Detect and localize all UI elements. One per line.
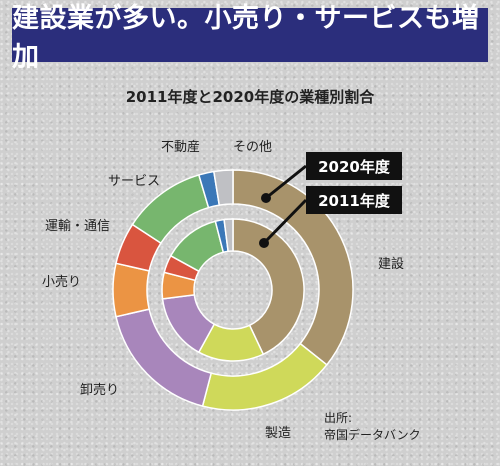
outer-ring (112, 169, 354, 411)
series-box-0 (306, 152, 402, 180)
series-box-1 (306, 186, 402, 214)
slice-0-7 (212, 169, 234, 206)
series-dot-0 (261, 193, 271, 203)
series-label-1: 2011年度 (318, 192, 391, 210)
category-label-4: 運輸・通信 (45, 219, 110, 234)
category-label-6: 不動産 (161, 139, 200, 155)
series-dot-1 (259, 238, 269, 248)
category-label-7: その他 (233, 140, 272, 155)
inner-ring (161, 218, 305, 362)
slice-0-3 (112, 262, 151, 318)
chart-title: 2011年度と2020年度の業種別割合 (125, 88, 375, 106)
category-label-0: 建設 (378, 256, 404, 272)
chart-banner: 建設業が多い。小売り・サービスも増加 (12, 3, 488, 73)
category-label-2: 卸売り (80, 382, 119, 398)
series-leader-0 (265, 164, 307, 200)
source-label: 出所: (324, 411, 353, 425)
series-labels: 2020年度 2011年度 (259, 152, 402, 248)
slice-1-0 (232, 218, 305, 356)
source-note: 出所: 帝国データバンク (324, 410, 421, 444)
source-name: 帝国データバンク (324, 428, 421, 442)
category-label-3: 小売り (42, 274, 81, 290)
series-label-0: 2020年度 (318, 158, 391, 176)
slice-1-7 (223, 218, 234, 253)
category-label-5: サービス (108, 174, 160, 189)
category-label-1: 製造 (265, 426, 291, 441)
series-leader-1 (262, 198, 308, 245)
